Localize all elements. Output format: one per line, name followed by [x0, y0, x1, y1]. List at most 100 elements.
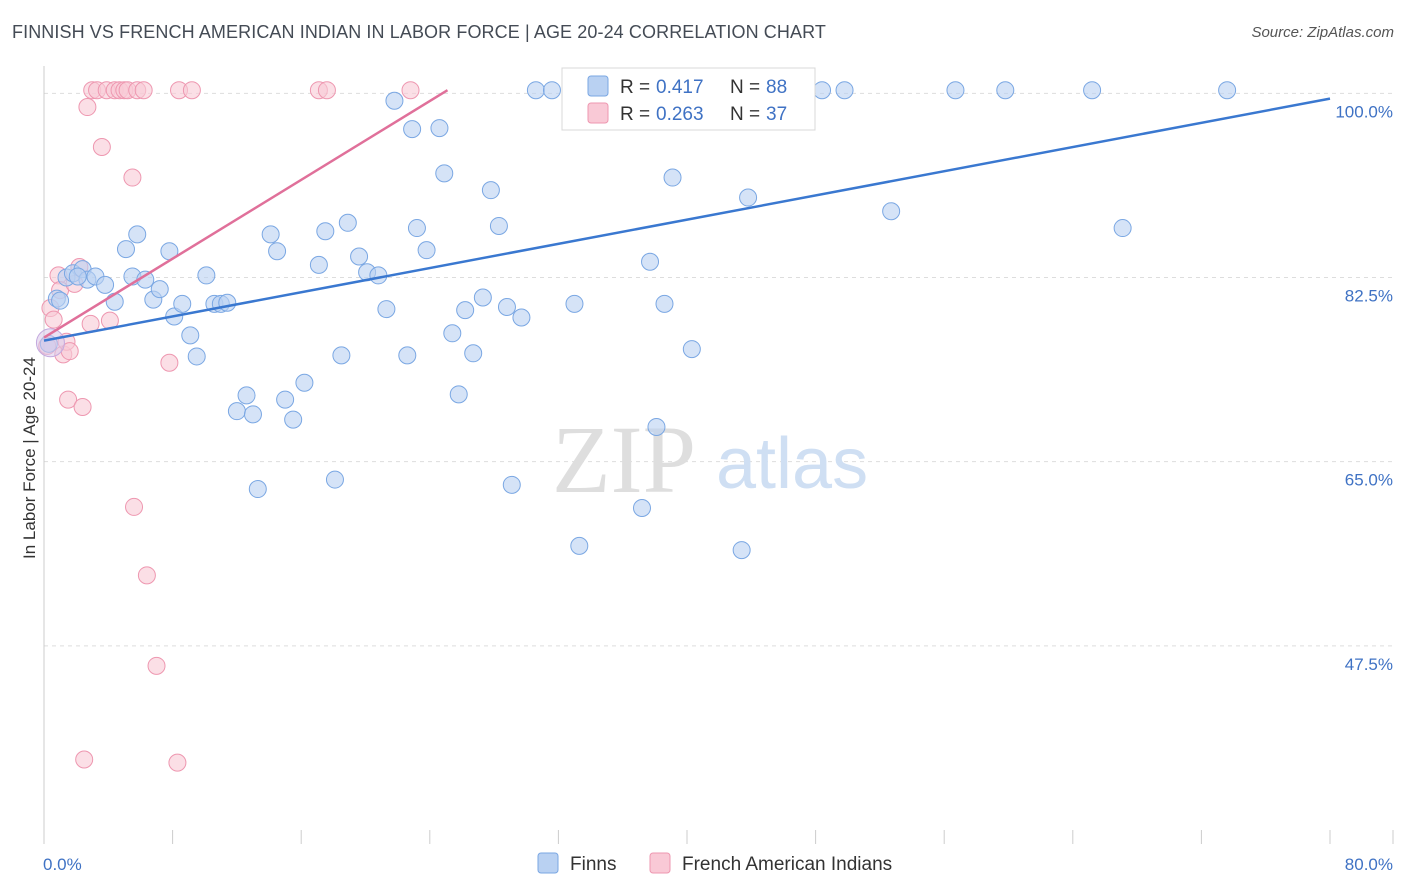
x-tick-label-min: 0.0% [43, 855, 82, 874]
point-finns-30 [276, 390, 295, 409]
point-finns-7 [96, 275, 115, 294]
point-finns-46 [417, 241, 436, 260]
bottom-legend-label-finns: Finns [570, 854, 616, 875]
point-finns-17 [173, 294, 192, 313]
point-finns-55 [489, 216, 508, 235]
point-finns-59 [526, 81, 545, 100]
point-finns-71 [682, 340, 701, 359]
bottom-legend-swatch-finns [537, 852, 559, 874]
trendline-finns [43, 97, 1331, 342]
point-finns-45 [407, 219, 426, 238]
point-finns-49 [443, 324, 462, 343]
point-french-american-indians-15 [92, 138, 111, 157]
point-finns-19 [187, 347, 206, 366]
point-finns-62 [570, 536, 589, 555]
point-finns-8 [105, 292, 124, 311]
point-finns-85 [1218, 81, 1237, 100]
point-french-american-indians-10 [73, 397, 92, 416]
legend-n-value-french: 37 [766, 104, 787, 125]
legend-n-value-finns: 88 [766, 77, 787, 98]
point-finns-83 [1083, 81, 1102, 100]
point-french-american-indians-1 [44, 310, 63, 329]
legend-r-value-french: 0.263 [656, 104, 704, 125]
point-finns-14 [150, 280, 169, 299]
point-french-american-indians-29 [168, 753, 187, 772]
point-finns-31 [284, 410, 303, 429]
point-french-american-indians-33 [317, 81, 336, 100]
watermark: ZIP atlas [552, 406, 868, 513]
point-finns-32 [295, 373, 314, 392]
point-finns-28 [261, 225, 280, 244]
y-tick-label-1: 82.5% [1345, 287, 1393, 306]
point-french-american-indians-36 [75, 750, 94, 769]
y-tick-label-3: 47.5% [1345, 655, 1393, 674]
point-overlap-large [35, 328, 65, 358]
point-finns-24 [227, 402, 246, 421]
point-finns-50 [449, 385, 468, 404]
legend-r-label-french: R = [620, 104, 650, 125]
point-finns-34 [316, 222, 335, 241]
series-french-american-indians-points [38, 81, 420, 772]
chart-title: FINNISH VS FRENCH AMERICAN INDIAN IN LAB… [12, 22, 826, 42]
point-finns-29 [268, 242, 287, 261]
point-finns-54 [481, 181, 500, 200]
point-finns-43 [398, 346, 417, 365]
point-finns-9 [116, 240, 135, 259]
point-finns-36 [332, 346, 351, 365]
point-finns-42 [385, 91, 404, 110]
point-finns-61 [565, 294, 584, 313]
watermark-atlas-text: atlas [716, 424, 868, 504]
x-tick-label-max: 80.0% [1345, 855, 1393, 874]
point-finns-41 [377, 300, 396, 319]
point-finns-56 [497, 297, 516, 316]
bottom-legend-label-french-american-indians: French American Indians [682, 854, 892, 875]
point-french-american-indians-11 [78, 98, 97, 117]
point-finns-52 [464, 344, 483, 363]
point-finns-47 [430, 119, 449, 138]
y-tick-labels: 100.0% 82.5% 65.0% 47.5% [1335, 102, 1393, 673]
point-french-american-indians-34 [401, 81, 420, 100]
y-tick-label-2: 65.0% [1345, 471, 1393, 490]
point-finns-60 [542, 81, 561, 100]
point-finns-69 [655, 294, 674, 313]
point-finns-80 [882, 202, 901, 221]
trendline-french-american-indians [43, 89, 449, 339]
point-finns-86 [51, 291, 70, 310]
y-tick-label-0: 100.0% [1335, 102, 1393, 121]
grid-lines [44, 92, 1393, 647]
y-axis-label: In Labor Force | Age 20-24 [20, 357, 39, 559]
watermark-zip-text: ZIP [552, 406, 696, 513]
point-finns-18 [181, 326, 200, 345]
point-finns-87 [68, 267, 87, 286]
point-finns-35 [325, 470, 344, 489]
point-finns-65 [632, 498, 651, 517]
point-finns-23 [218, 293, 237, 312]
point-finns-26 [243, 405, 262, 424]
point-finns-81 [946, 81, 965, 100]
point-finns-37 [338, 213, 357, 232]
legend-r-label-finns: R = [620, 77, 650, 98]
source-label: Source: ZipAtlas.com [1251, 24, 1394, 41]
trendlines [43, 89, 1331, 342]
point-finns-74 [732, 541, 751, 560]
point-french-american-indians-23 [125, 497, 144, 516]
point-finns-70 [663, 168, 682, 187]
legend-n-label-french: N = [730, 104, 760, 125]
legend-n-label-finns: N = [730, 77, 760, 98]
point-french-american-indians-25 [134, 81, 153, 100]
point-french-american-indians-26 [137, 566, 156, 585]
point-finns-44 [403, 120, 422, 139]
point-finns-38 [350, 247, 369, 266]
point-finns-84 [1113, 219, 1132, 238]
point-finns-53 [473, 288, 492, 307]
point-finns-20 [197, 266, 216, 285]
point-finns-11 [128, 225, 147, 244]
legend-box: R = 0.417 N = 88 R = 0.263 N = 37 [561, 67, 816, 131]
point-french-american-indians-6 [59, 390, 78, 409]
legend-swatch-french-american-indians [587, 102, 609, 124]
point-finns-75 [739, 188, 758, 207]
point-french-american-indians-28 [160, 353, 179, 372]
point-french-american-indians-22 [123, 168, 142, 187]
point-finns-66 [641, 252, 660, 271]
